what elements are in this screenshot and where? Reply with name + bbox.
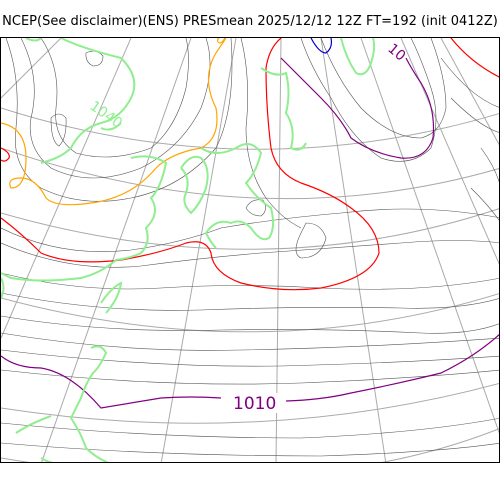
isobar: [1, 208, 499, 252]
latitude-line: [1, 107, 499, 150]
isobar-red: [1, 38, 380, 291]
isobar-blue: [310, 38, 333, 54]
isobar: [1, 442, 499, 457]
coastline: [1, 155, 168, 282]
isobar: [20, 38, 211, 179]
isobar: [1, 315, 499, 334]
isobar: [1, 369, 499, 385]
coastline: [200, 143, 275, 249]
isobar: [1, 332, 499, 351]
isobar: [470, 187, 499, 221]
isobar-red: [450, 38, 499, 78]
latitude-line: [1, 428, 499, 462]
isobar: [480, 147, 499, 183]
isobar-orange: [1, 38, 227, 206]
coastline: [40, 38, 136, 164]
isobar-label-top-right: 10: [384, 41, 408, 65]
isobar: [40, 38, 189, 158]
isobar-purple: [280, 57, 435, 159]
isobar: [240, 38, 302, 229]
coastline: [15, 415, 52, 434]
isobar-label-top-orange: 0: [212, 38, 228, 48]
coastline: [340, 38, 376, 76]
isobar: [1, 240, 499, 268]
longitude-line: [400, 38, 499, 265]
longitude-line: [360, 38, 499, 434]
isobar-label-1010: 1010: [233, 394, 276, 414]
latitude-line: [1, 147, 499, 200]
label-background: [225, 393, 281, 413]
isobar: [300, 38, 437, 162]
isobar: [440, 57, 499, 108]
isobar: [5, 38, 233, 202]
map-title: NCEP(See disclaimer)(ENS) PRESmean 2025/…: [2, 14, 498, 29]
longitude-line: [41, 38, 192, 462]
coastline: [180, 155, 209, 215]
latitude-line: [1, 208, 499, 250]
longitude-line: [160, 38, 237, 462]
coastline: [260, 67, 307, 151]
isobar: [1, 272, 499, 290]
isobar-1010: [285, 333, 499, 402]
isobars: [1, 38, 499, 457]
latitude-line: [1, 293, 499, 333]
coastlines: [1, 38, 376, 462]
isobar: [450, 97, 499, 133]
isobar: [50, 113, 67, 147]
coastline: [25, 38, 42, 42]
coastline: [40, 457, 54, 462]
isobar: [295, 222, 327, 259]
isobar-red: [1, 147, 10, 162]
isobar: [1, 418, 499, 439]
longitude-line: [1, 38, 62, 99]
coastline: [100, 281, 123, 314]
longitude-line: [440, 38, 499, 146]
coastline: [69, 345, 109, 462]
isobar: [320, 38, 447, 139]
coastline: [100, 122, 122, 131]
longitude-line: [1, 38, 132, 339]
isobar-1010: [1, 355, 222, 409]
graticule: [1, 38, 499, 462]
map-canvas: 1040 1010 10 0: [1, 38, 499, 462]
coastline: [1, 277, 5, 299]
longitude-line: [320, 38, 387, 462]
isobar: [1, 292, 499, 311]
isobar: [1, 349, 499, 367]
pressure-map: 1040 1010 10 0: [0, 37, 500, 463]
isobar: [245, 199, 266, 217]
